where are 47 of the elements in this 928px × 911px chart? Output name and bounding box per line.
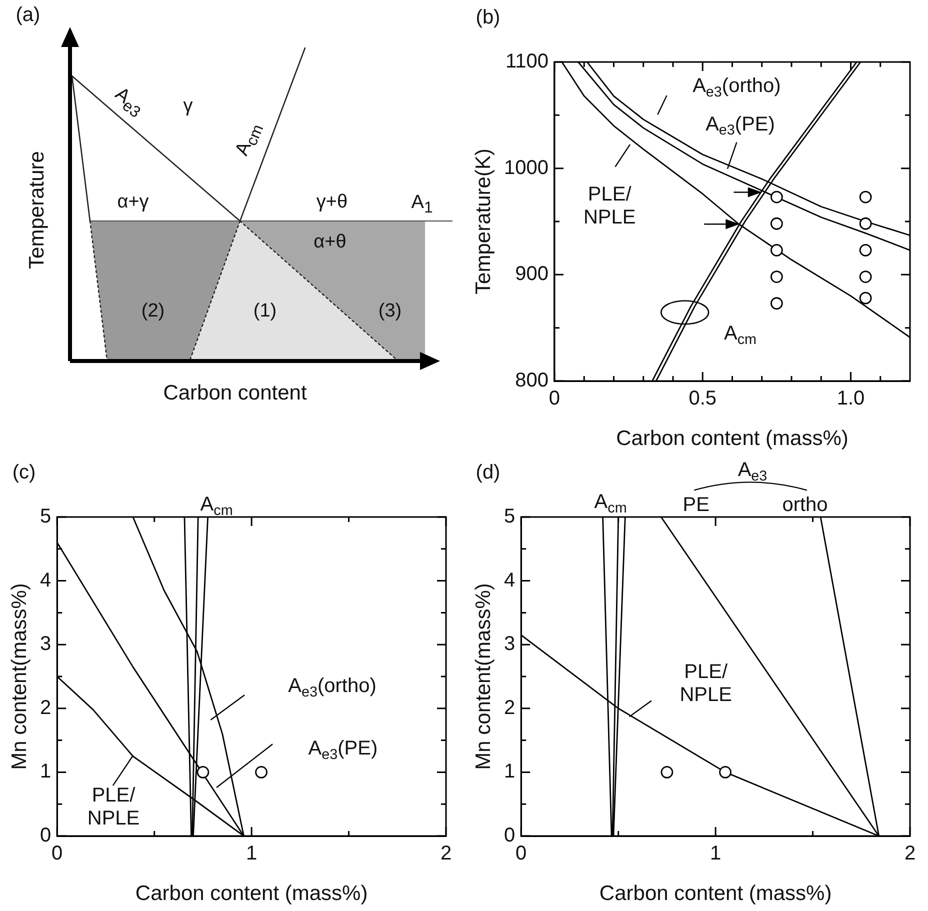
chart-title: (c) <box>12 462 36 484</box>
x-tick-label: 0.5 <box>688 388 717 410</box>
y-tick-label: 5 <box>504 506 516 528</box>
x-tick-label: 2 <box>440 842 452 865</box>
y-tick-label: 4 <box>504 569 516 592</box>
y-tick-label: 3 <box>40 633 52 656</box>
y-tick-label: 800 <box>515 370 548 392</box>
text: (a) <box>16 4 40 26</box>
y-tick-label: 3 <box>504 633 516 656</box>
x-tick-label: 1 <box>710 842 722 865</box>
x-tick-label: 1 <box>246 842 258 865</box>
text: Temperature <box>25 151 49 269</box>
y-tick-label: 1100 <box>505 50 548 73</box>
x-tick-label: 2 <box>904 842 916 865</box>
y-axis-title: Mn content(mass%) <box>8 583 31 770</box>
text: (1) <box>253 300 277 322</box>
y-tick-label: 0 <box>40 824 52 847</box>
x-axis-title: Carbon content (mass%) <box>135 882 368 905</box>
text: ortho <box>782 494 828 516</box>
y-tick-label: 1000 <box>504 156 548 179</box>
annotation: PLE/ NPLE <box>583 184 636 229</box>
x-axis-title: Carbon content (mass%) <box>616 426 848 450</box>
y-tick-label: 1 <box>40 760 52 783</box>
text: γ+θ <box>316 192 348 214</box>
text: α+γ <box>117 192 149 214</box>
y-tick-label: 5 <box>40 506 52 528</box>
annotation: PLE/ NPLE <box>680 661 732 706</box>
text: α+θ <box>314 232 346 254</box>
text: (2) <box>141 300 165 322</box>
y-tick-label: 1 <box>504 760 516 783</box>
text: Carbon content <box>163 381 307 405</box>
y-tick-label: 4 <box>40 569 52 592</box>
x-tick-label: 1.0 <box>836 388 865 410</box>
y-tick-label: 2 <box>504 696 516 719</box>
y-tick-label: 2 <box>40 696 52 719</box>
text: (3) <box>378 300 402 322</box>
y-axis-title: Mn content(mass%) <box>472 583 495 770</box>
chart-title: (b) <box>476 6 500 29</box>
annotation: PLE/ NPLE <box>87 784 140 830</box>
y-tick-label: 0 <box>504 824 516 847</box>
text: γ <box>183 96 193 118</box>
text: A$_{1}$ <box>411 192 433 218</box>
y-tick-label: 900 <box>515 263 548 286</box>
chart-title: (d) <box>476 462 500 484</box>
x-axis-title: Carbon content (mass%) <box>599 882 832 905</box>
y-axis-title: Temperature(K) <box>472 148 495 294</box>
text: PE <box>682 494 710 516</box>
